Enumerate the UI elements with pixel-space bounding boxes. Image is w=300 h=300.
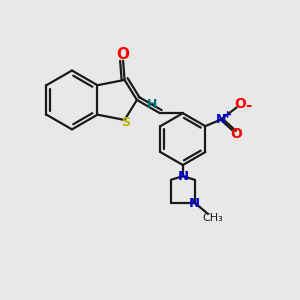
Text: N: N [177,170,188,183]
Text: N: N [189,197,200,210]
Text: +: + [223,110,232,120]
Text: O: O [231,128,242,141]
Text: N: N [216,112,226,126]
Text: CH₃: CH₃ [202,213,223,223]
Text: O: O [117,47,130,62]
Text: S: S [121,116,130,129]
Text: O: O [234,97,246,111]
Text: H: H [146,98,157,111]
Text: -: - [245,98,251,113]
